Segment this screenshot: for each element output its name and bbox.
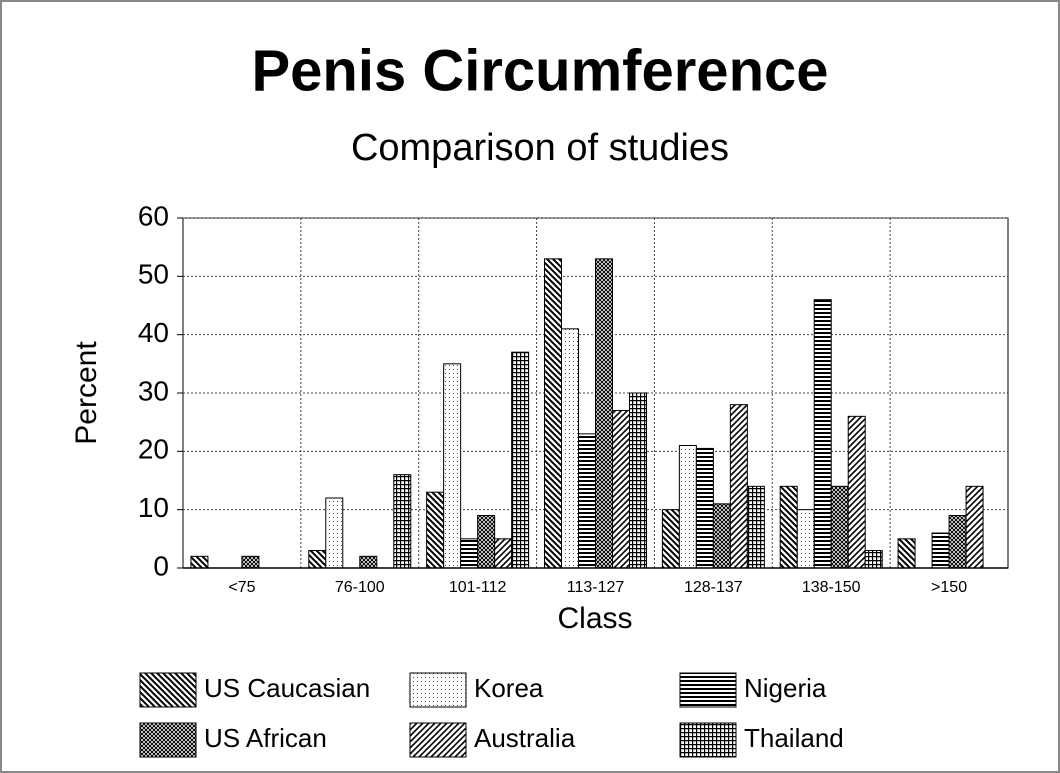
bar <box>678 445 697 569</box>
bar <box>359 555 378 569</box>
x-tick-label: <75 <box>228 579 255 596</box>
bar <box>661 509 680 569</box>
x-tick-label: >150 <box>931 579 967 596</box>
legend-swatch <box>409 722 467 758</box>
bar <box>393 474 412 569</box>
x-tick-label: 101-112 <box>449 579 507 596</box>
bar <box>712 503 731 569</box>
bar <box>561 328 579 569</box>
bar <box>460 538 479 569</box>
bar <box>746 485 765 569</box>
bar <box>847 415 866 569</box>
bar <box>695 447 714 569</box>
bar <box>796 509 815 569</box>
x-tick-label: 128-137 <box>684 579 743 596</box>
y-tick-label: 0 <box>153 550 169 581</box>
y-tick-label: 30 <box>138 375 169 406</box>
y-tick-label: 40 <box>138 317 169 348</box>
legend-swatch <box>139 722 197 758</box>
legend-swatch <box>139 672 197 708</box>
legend-swatch <box>679 722 737 758</box>
y-tick-label: 60 <box>138 200 169 231</box>
bar <box>612 410 630 569</box>
bar <box>830 485 849 569</box>
legend-label: US African <box>204 723 327 753</box>
x-tick-label: 76-100 <box>335 579 385 596</box>
bar <box>241 555 260 569</box>
bar <box>813 299 832 569</box>
bar <box>897 538 916 569</box>
bar <box>511 351 530 569</box>
bar <box>477 515 496 569</box>
bar <box>443 363 462 569</box>
bar <box>426 491 445 569</box>
y-tick-label: 50 <box>138 259 169 290</box>
x-axis-label: Class <box>557 602 632 635</box>
bar <box>578 433 596 569</box>
chart-subtitle: Comparison of studies <box>351 127 729 169</box>
chart-title: Penis Circumference <box>251 38 828 103</box>
bar <box>544 258 562 569</box>
bar <box>494 538 513 569</box>
legend-label: Nigeria <box>744 673 827 703</box>
bar <box>308 550 327 569</box>
bar <box>965 485 984 569</box>
bar <box>779 485 798 569</box>
bar <box>629 392 647 569</box>
x-tick-label: 113-127 <box>567 579 625 596</box>
bar <box>729 404 748 569</box>
legend-label: Thailand <box>744 723 844 753</box>
legend-label: Australia <box>474 723 576 753</box>
legend-swatch <box>409 672 467 708</box>
bar <box>595 258 613 569</box>
bar <box>190 555 209 569</box>
x-tick-label: 138-150 <box>802 579 861 596</box>
y-tick-label: 20 <box>138 434 169 465</box>
legend-swatch <box>679 672 737 708</box>
legend-label: Korea <box>474 673 544 703</box>
y-axis-label: Percent <box>70 341 103 445</box>
bar <box>948 515 967 569</box>
bar <box>931 532 950 569</box>
bar <box>864 550 883 569</box>
bar <box>325 497 344 569</box>
legend-label: US Caucasian <box>204 673 370 703</box>
y-tick-label: 10 <box>138 492 169 523</box>
